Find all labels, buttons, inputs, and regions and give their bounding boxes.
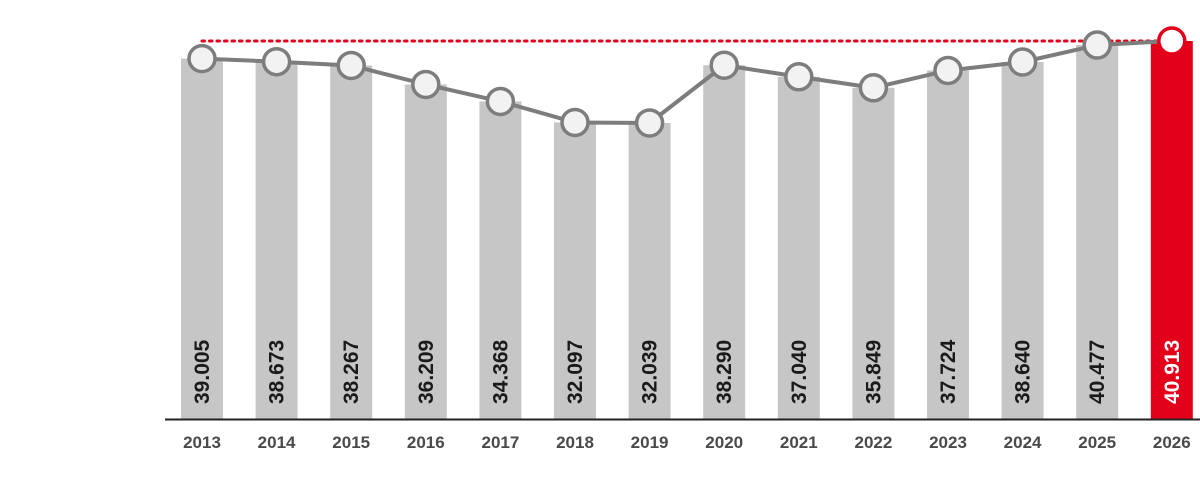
marker-2023 — [933, 55, 963, 86]
bar-2026 — [1150, 41, 1193, 419]
x-axis-group: 2013 2014 2015 2016 2017 2018 2019 2020 2021 2022… — [165, 418, 1200, 452]
bar-2019 — [628, 122, 671, 420]
bar-value-label-2019: 32.039 — [639, 340, 662, 404]
marker-2021 — [784, 62, 814, 92]
bar-2018 — [554, 122, 596, 419]
bar-value-label-2026: 40.913 — [1161, 340, 1184, 404]
marker-2025 — [1082, 30, 1112, 60]
bar-value-label-2022: 35.849 — [862, 340, 885, 404]
bar-2023 — [927, 70, 969, 419]
bar-value-label-2021: 37.040 — [788, 340, 811, 404]
marker-2015 — [336, 50, 366, 81]
marker-2019 — [634, 108, 665, 138]
bar-value-label-2025: 40.477 — [1086, 340, 1109, 404]
bar-2021 — [777, 76, 820, 419]
x-tick-label-2019: 2019 — [631, 433, 669, 452]
marker-2017 — [485, 86, 516, 117]
marker-2018 — [560, 107, 590, 138]
bar-value-label-2024: 38.640 — [1012, 340, 1035, 404]
bar-value-labels-group: 39.005 38.673 38.267 36.209 34.368 32.097 32.0… — [191, 339, 1184, 404]
x-tick-label-2023: 2023 — [929, 433, 967, 452]
marker-2024 — [1007, 47, 1038, 77]
x-tick-label-2020: 2020 — [705, 433, 743, 452]
marker-2022 — [858, 73, 889, 103]
bar-2017 — [479, 101, 522, 419]
bars-group — [181, 41, 1193, 420]
bar-value-label-2023: 37.724 — [937, 339, 960, 404]
x-tick-label-2025: 2025 — [1078, 433, 1116, 452]
bar-value-label-2016: 36.209 — [415, 340, 438, 404]
x-tick-label-2021: 2021 — [780, 433, 818, 452]
x-tick-label-2018: 2018 — [556, 433, 594, 452]
bar-2022 — [852, 87, 895, 419]
marker-2016 — [411, 69, 441, 100]
marker-2020 — [709, 50, 739, 80]
bar-2025 — [1076, 45, 1119, 419]
bar-value-label-2017: 34.368 — [489, 339, 512, 404]
bar-2016 — [404, 84, 447, 419]
x-tick-label-2013: 2013 — [183, 433, 221, 452]
bar-2020 — [703, 65, 746, 420]
x-tick-label-2022: 2022 — [854, 433, 892, 452]
marker-2026 — [1157, 26, 1187, 56]
bar-2024 — [1001, 62, 1044, 419]
x-tick-label-2015: 2015 — [332, 433, 370, 452]
x-tick-label-2016: 2016 — [407, 433, 445, 452]
marker-2014 — [261, 46, 292, 77]
markers-group — [187, 26, 1187, 138]
x-tick-label-2017: 2017 — [481, 433, 519, 452]
bar-2014 — [255, 61, 298, 420]
marker-2013 — [187, 43, 217, 74]
bar-value-label-2014: 38.673 — [266, 340, 289, 404]
x-tick-label-2026: 2026 — [1153, 433, 1191, 452]
bar-value-label-2020: 38.290 — [713, 340, 736, 404]
bar-value-label-2015: 38.267 — [340, 340, 363, 404]
x-tick-label-2024: 2024 — [1004, 433, 1042, 452]
bar-value-label-2018: 32.097 — [564, 340, 587, 404]
bar-value-label-2013: 39.005 — [191, 339, 214, 404]
x-tick-label-2014: 2014 — [258, 433, 296, 452]
bar-2013 — [181, 58, 223, 419]
bar-2015 — [330, 65, 373, 419]
